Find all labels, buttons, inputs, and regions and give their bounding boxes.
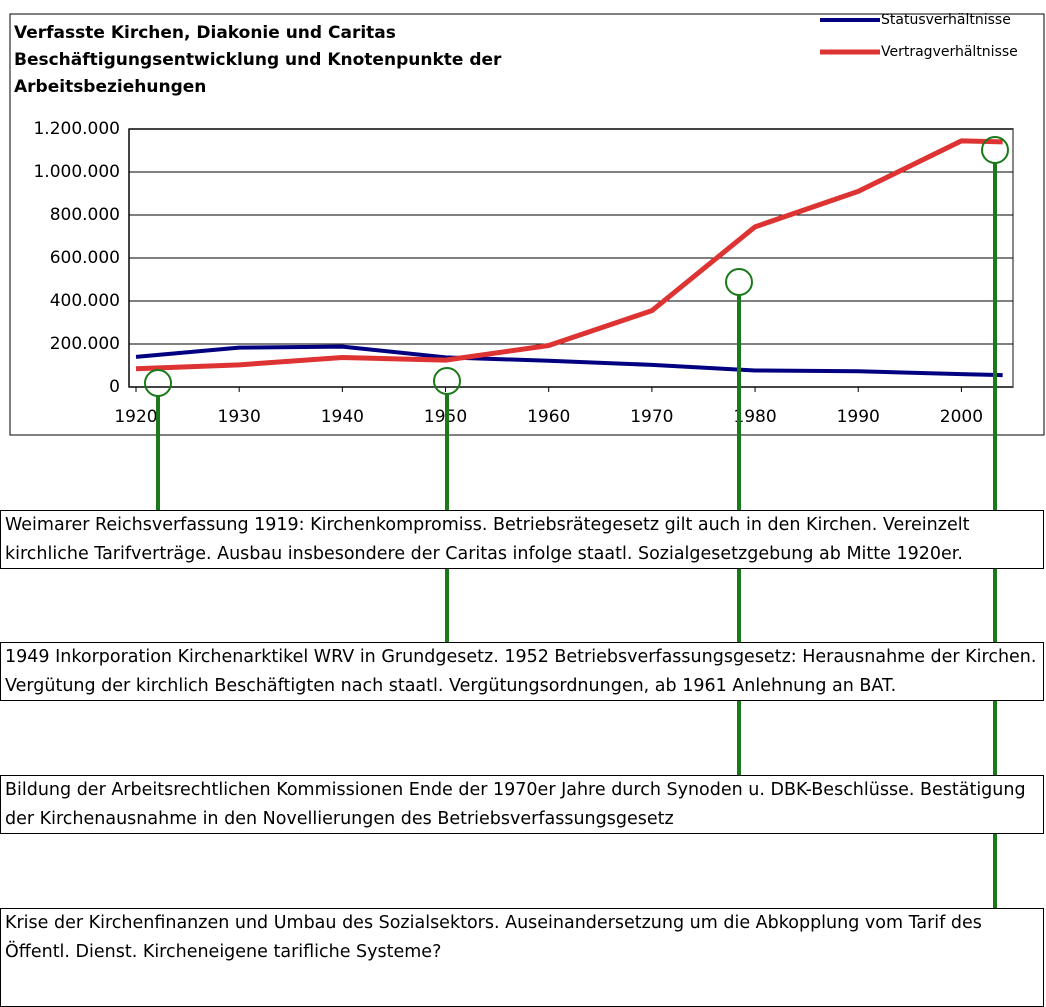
x-tick-label: 1990 xyxy=(837,407,880,427)
y-tick-label: 600.000 xyxy=(50,248,120,268)
x-tick-label: 1960 xyxy=(527,407,570,427)
y-tick-label: 800.000 xyxy=(50,205,120,225)
y-tick-label: 1.000.000 xyxy=(33,162,120,182)
y-tick-label: 0 xyxy=(109,377,120,397)
annotation-box: Weimarer Reichsverfassung 1919: Kirchenk… xyxy=(0,510,1044,569)
annotation-box: Krise der Kirchenfinanzen und Umbau des … xyxy=(0,908,1044,1007)
x-tick-label: 2000 xyxy=(940,407,983,427)
x-tick-label: 1920 xyxy=(114,407,157,427)
annotation-box: Bildung der Arbeitsrechtlichen Kommissio… xyxy=(0,775,1044,834)
legend-label: Statusverhältnisse xyxy=(881,12,1011,28)
y-tick-label: 200.000 xyxy=(50,334,120,354)
x-tick-label: 1980 xyxy=(733,407,776,427)
chart-title: Verfasste Kirchen, Diakonie und Caritas xyxy=(14,23,396,43)
y-tick-label: 400.000 xyxy=(50,291,120,311)
annotation-circles xyxy=(144,136,1009,397)
legend-label: Vertragverhältnisse xyxy=(881,44,1018,60)
y-tick-label: 1.200.000 xyxy=(33,119,120,139)
x-tick-label: 1930 xyxy=(218,407,261,427)
x-tick-label: 1970 xyxy=(630,407,673,427)
series-line xyxy=(135,138,1003,372)
x-tick-label: 1940 xyxy=(321,407,364,427)
series-line xyxy=(135,344,1003,378)
plot: Verfasste Kirchen, Diakonie und Caritas B… xyxy=(14,12,1018,427)
chart-title: Arbeitsbeziehungen xyxy=(14,77,206,97)
chart-title: Beschäftigungsentwicklung und Knotenpunk… xyxy=(14,50,502,70)
annotation-box: 1949 Inkorporation Kirchenarktikel WRV i… xyxy=(0,642,1044,701)
